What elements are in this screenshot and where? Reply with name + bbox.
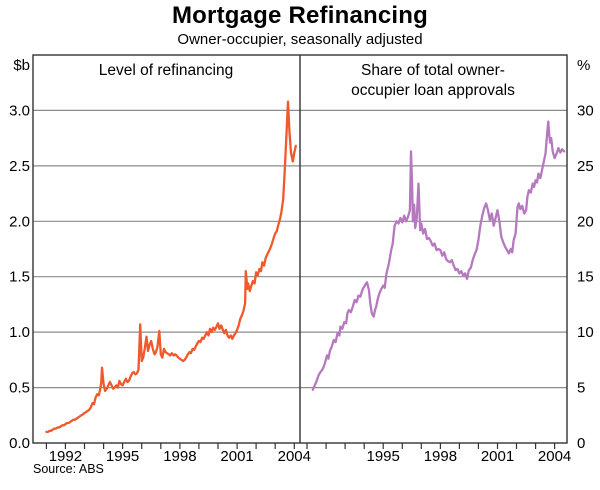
right-y-tick-label: 30 bbox=[577, 102, 594, 119]
x-tick-label: 1995 bbox=[367, 448, 400, 465]
left-y-tick-label: 2.0 bbox=[9, 213, 30, 230]
x-tick-label: 2004 bbox=[538, 448, 571, 465]
left-panel-title: Level of refinancing bbox=[99, 62, 233, 79]
right-y-tick-label: 10 bbox=[577, 324, 594, 341]
x-tick-label: 1998 bbox=[424, 448, 457, 465]
right-axis-unit-label: % bbox=[577, 57, 590, 74]
source-note: Source: ABS bbox=[33, 462, 104, 476]
right-y-tick-label: 5 bbox=[577, 380, 585, 397]
x-tick-label: 1998 bbox=[163, 448, 196, 465]
chart-title: Mortgage Refinancing bbox=[171, 2, 428, 29]
left-y-tick-label: 0.0 bbox=[9, 435, 30, 452]
left-y-tick-label: 1.5 bbox=[9, 269, 30, 286]
right-y-tick-label: 25 bbox=[577, 158, 594, 175]
left-y-tick-label: 0.5 bbox=[9, 380, 30, 397]
level-of-refinancing-line bbox=[45, 100, 297, 434]
left-axis-unit-label: $b bbox=[13, 57, 30, 74]
left-y-tick-label: 3.0 bbox=[9, 102, 30, 119]
right-y-tick-label: 0 bbox=[577, 435, 585, 452]
x-tick-label: 1992 bbox=[49, 448, 82, 465]
right-panel-title-line1: Share of total owner- bbox=[361, 62, 505, 79]
left-y-tick-label: 1.0 bbox=[9, 324, 30, 341]
right-panel-title-line2: occupier loan approvals bbox=[351, 82, 515, 99]
x-axis-year-labels: 1992 1995 1998 2001 2004 1995 1998 2001 2004 bbox=[49, 448, 572, 465]
x-tick-label: 2004 bbox=[278, 448, 311, 465]
gridlines bbox=[33, 109, 567, 389]
x-tick-label: 1995 bbox=[106, 448, 139, 465]
right-y-tick-label: 15 bbox=[577, 269, 594, 286]
chart-subtitle: Owner-occupier, seasonally adjusted bbox=[177, 31, 423, 48]
right-y-axis-labels: 0 5 10 15 20 25 30 bbox=[577, 102, 594, 452]
share-of-approvals-line bbox=[311, 120, 566, 391]
left-y-tick-label: 2.5 bbox=[9, 158, 30, 175]
x-tick-label: 2001 bbox=[481, 448, 514, 465]
x-axis-ticks bbox=[45, 443, 556, 449]
right-y-tick-label: 20 bbox=[577, 213, 594, 230]
x-tick-label: 2001 bbox=[220, 448, 253, 465]
left-y-axis-labels: 0.0 0.5 1.0 1.5 2.0 2.5 3.0 bbox=[9, 102, 30, 452]
